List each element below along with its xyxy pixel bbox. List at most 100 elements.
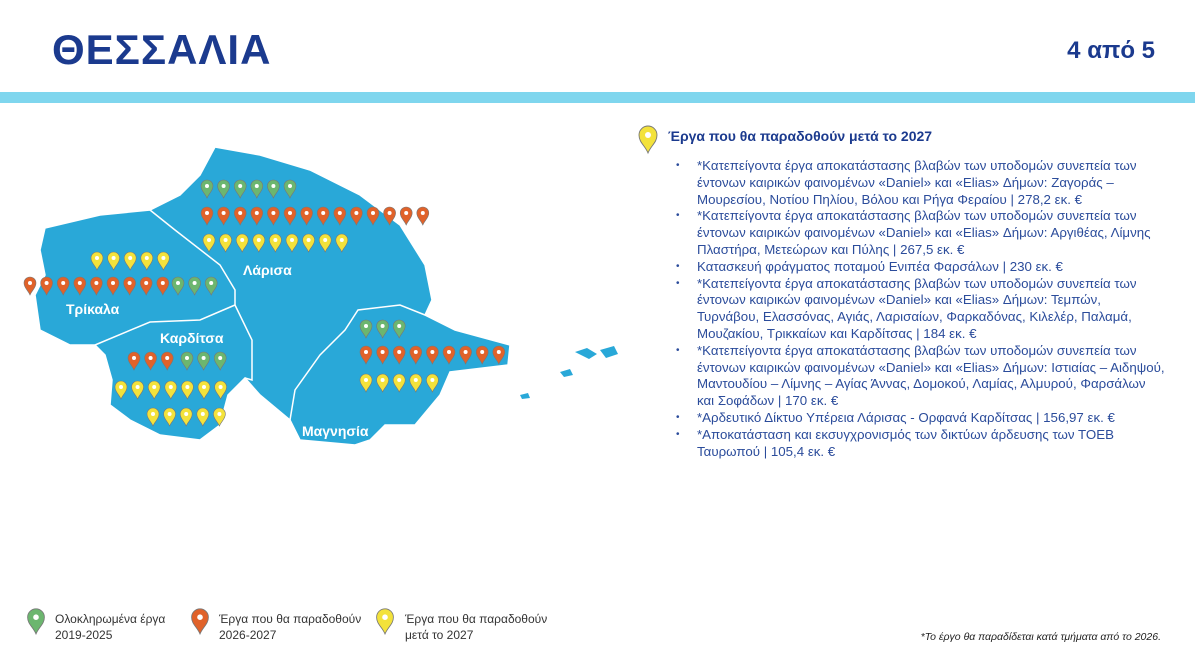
pin-dot xyxy=(240,238,245,242)
island xyxy=(520,346,618,399)
pin-dot xyxy=(223,238,228,242)
pin xyxy=(106,276,120,296)
pin-dot xyxy=(397,378,402,382)
pin xyxy=(459,345,472,365)
pin-dot xyxy=(304,211,309,215)
pin xyxy=(188,276,201,296)
pin xyxy=(114,380,128,400)
pin xyxy=(180,351,194,371)
pin-dot xyxy=(161,256,166,260)
pin-dot xyxy=(217,412,222,416)
panel-heading: Έργα που θα παραδοθούν μετά το 2027 xyxy=(668,128,933,144)
pin xyxy=(139,276,153,296)
pin-dot xyxy=(290,238,294,242)
pin-dot xyxy=(176,281,180,285)
pin xyxy=(197,380,211,400)
legend-text: Ολοκληρωμένα έργα xyxy=(55,612,166,626)
pin xyxy=(144,351,157,371)
pin-dot xyxy=(254,184,259,188)
pin-dot xyxy=(132,356,136,360)
pin-dot xyxy=(238,184,243,188)
pin xyxy=(335,233,349,253)
pin-dot xyxy=(404,211,409,215)
pin xyxy=(131,380,144,400)
pin-dot xyxy=(218,356,223,360)
pin-dot xyxy=(165,356,170,360)
pin xyxy=(250,179,264,199)
pin-dot xyxy=(128,256,133,260)
pin-dot xyxy=(337,211,342,215)
pin-dot xyxy=(380,378,385,382)
pin xyxy=(283,179,297,199)
pin xyxy=(197,351,210,371)
legend-text: 2019-2025 xyxy=(55,628,113,642)
pin xyxy=(73,276,87,296)
pin xyxy=(426,345,439,365)
legend-text: μετά το 2027 xyxy=(405,628,474,642)
pin-dot xyxy=(306,238,311,242)
pin-dot xyxy=(151,412,155,416)
title: ΘΕΣΣΑΛΙΑ xyxy=(52,26,272,73)
project-item: *Κατεπείγοντα έργα αποκατάστασης βλαβών … xyxy=(676,343,1166,410)
pin xyxy=(146,407,160,427)
legend-item: Έργα που θα παραδοθούν μετά το 2027 xyxy=(405,611,547,643)
region-border xyxy=(289,304,426,421)
pin xyxy=(252,233,266,253)
pin-dot xyxy=(135,385,140,389)
pin xyxy=(160,351,174,371)
pin xyxy=(23,276,37,296)
pin-dot xyxy=(387,211,392,215)
pin xyxy=(426,373,439,393)
pin xyxy=(156,276,170,296)
pin xyxy=(140,251,154,271)
pin xyxy=(392,319,406,339)
pin-dot xyxy=(221,184,226,188)
pin-dot xyxy=(339,238,344,242)
pin xyxy=(217,206,230,226)
pin xyxy=(267,206,280,226)
pin xyxy=(285,233,299,253)
pin xyxy=(492,345,506,365)
pin-dot xyxy=(380,350,385,354)
pin-dot xyxy=(364,324,368,328)
pin xyxy=(409,373,423,393)
pin-dot xyxy=(218,385,223,389)
pin xyxy=(127,351,141,371)
map: Λάρισα Τρίκαλα Καρδίτσα Μαγνησία xyxy=(23,146,618,446)
pin xyxy=(250,206,264,226)
pin xyxy=(376,608,394,636)
pin xyxy=(214,380,227,400)
pin-dot xyxy=(430,378,435,382)
pin-dot xyxy=(238,211,243,215)
pin xyxy=(318,233,332,253)
pin xyxy=(235,233,249,253)
pin xyxy=(200,206,214,226)
pin-dot xyxy=(205,184,209,188)
pin xyxy=(191,608,209,636)
header-bar xyxy=(0,92,1195,103)
pin-dot xyxy=(480,350,485,354)
project-item: *Κατεπείγοντα έργα αποκατάστασης βλαβών … xyxy=(676,158,1166,208)
region-label: Λάρισα xyxy=(243,262,292,278)
pin-dot xyxy=(44,281,49,285)
pin-dot xyxy=(185,356,189,360)
pin xyxy=(399,206,413,226)
project-item: *Αρδευτικό Δίκτυο Υπέρεια Λάρισας - Ορφα… xyxy=(676,410,1166,427)
pin xyxy=(409,345,423,365)
pin-dot xyxy=(207,238,211,242)
pin xyxy=(376,319,389,339)
pin xyxy=(90,276,103,296)
pin xyxy=(204,276,218,296)
pin-dot xyxy=(61,281,66,285)
region-border xyxy=(149,209,236,305)
pin xyxy=(283,206,297,226)
pin-dot xyxy=(144,256,149,260)
pin-dot xyxy=(447,350,451,354)
pin xyxy=(302,233,315,253)
pin-dot xyxy=(256,238,261,242)
pin-dot xyxy=(397,324,402,328)
pin-dot xyxy=(413,350,418,354)
pin-dot xyxy=(77,281,82,285)
pin xyxy=(233,179,247,199)
pin-dot xyxy=(95,256,99,260)
